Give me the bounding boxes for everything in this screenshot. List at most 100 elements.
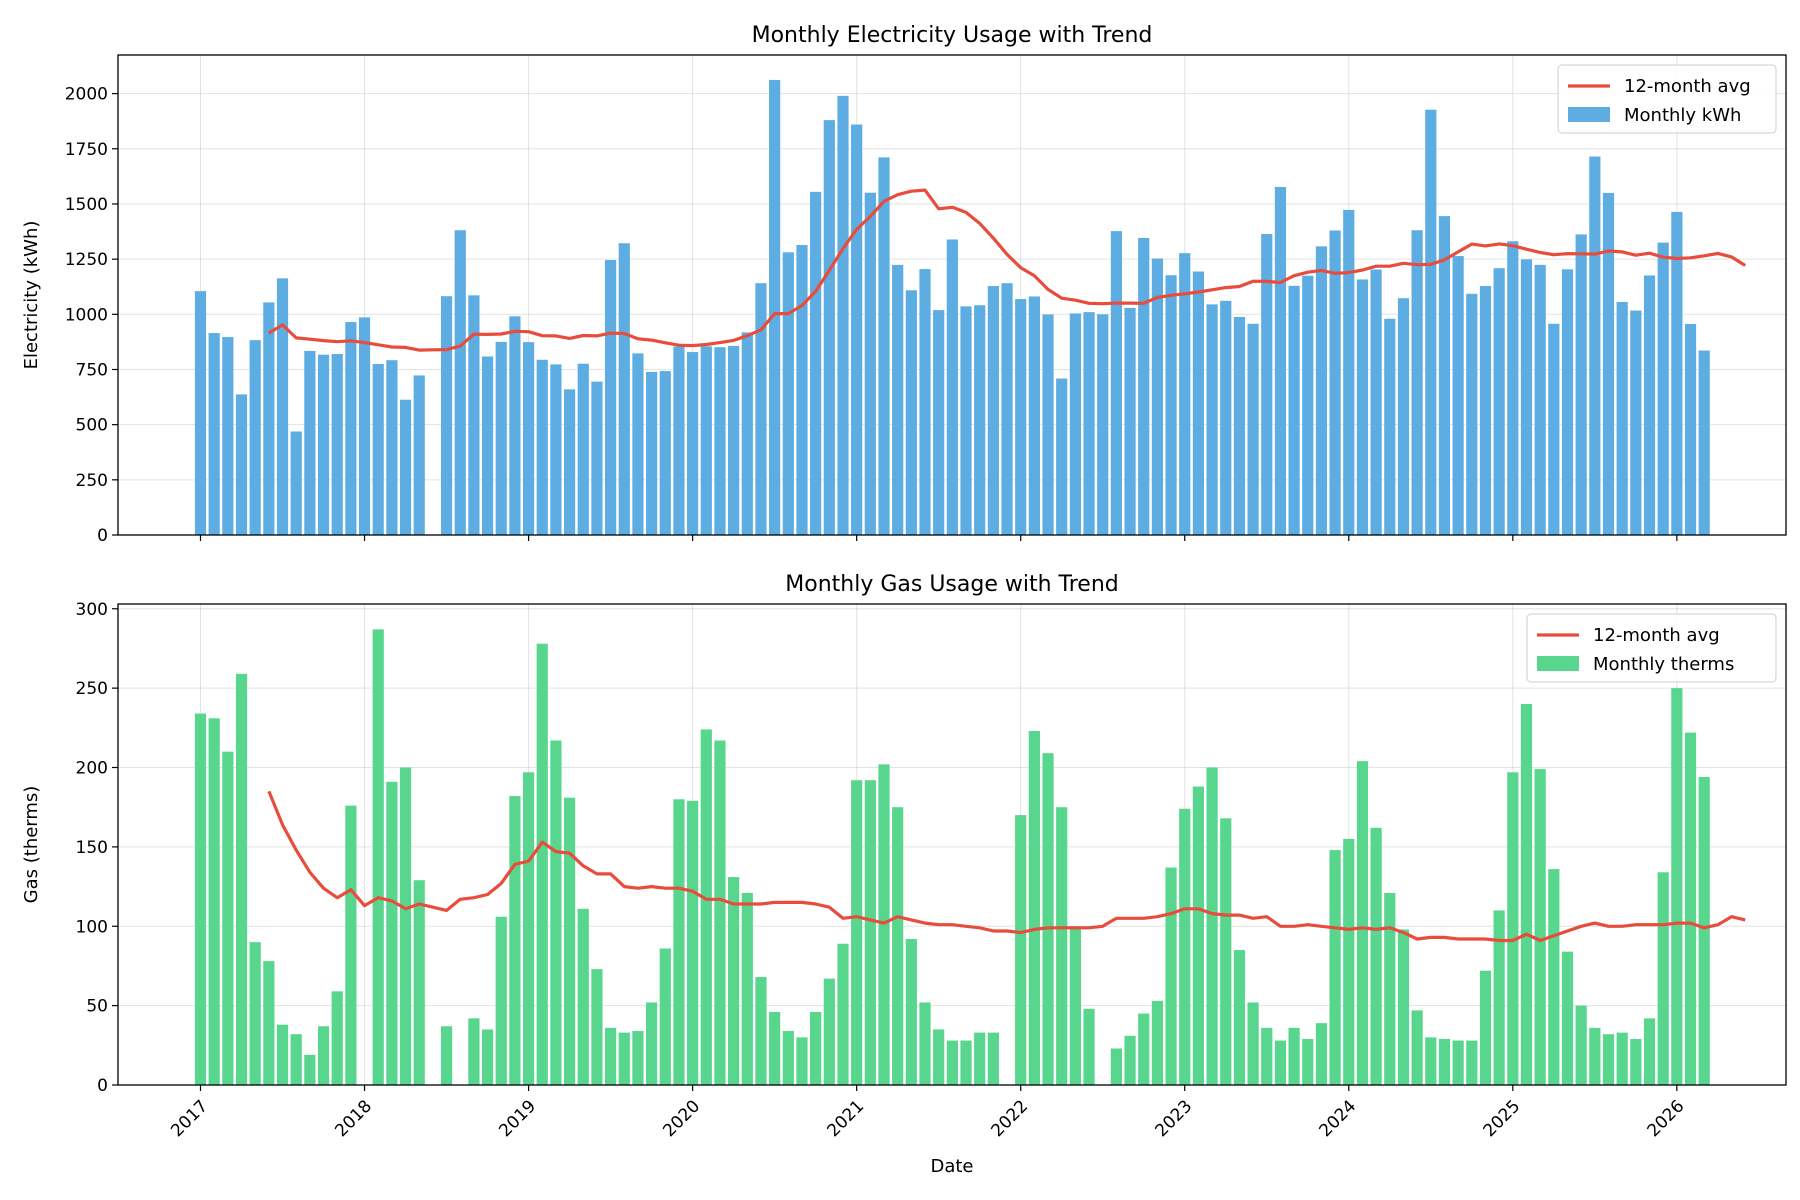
bar (878, 157, 890, 535)
bar (933, 310, 945, 535)
bar (304, 350, 316, 535)
y-tick-label: 0 (97, 526, 108, 546)
bar (769, 1011, 781, 1085)
bar (1493, 268, 1505, 535)
legend-label: 12-month avg (1624, 76, 1751, 97)
bar (1698, 777, 1710, 1085)
bar (1575, 234, 1587, 535)
bar (1001, 283, 1013, 535)
bar (851, 124, 863, 535)
bar (919, 1002, 931, 1085)
bar (1425, 109, 1437, 536)
bar (1548, 869, 1560, 1085)
bar (1110, 231, 1122, 535)
bar (522, 342, 535, 535)
bar (1015, 299, 1027, 535)
bar (987, 286, 999, 535)
bar (741, 332, 753, 535)
bar (1616, 1032, 1628, 1085)
bar (358, 317, 371, 535)
bar (577, 363, 589, 535)
bar (1561, 951, 1574, 1085)
bar (1356, 279, 1369, 535)
bar (550, 364, 562, 535)
bar (577, 908, 589, 1085)
x-tick-label: 2021 (823, 1096, 868, 1141)
bar (1288, 1027, 1300, 1085)
bar (1329, 230, 1341, 535)
bar (563, 797, 576, 1085)
bar (536, 643, 548, 1085)
bar (1329, 850, 1341, 1085)
bar (687, 800, 699, 1085)
bar (974, 1032, 986, 1085)
bar (372, 363, 384, 535)
bar (728, 345, 740, 535)
y-tick-label: 50 (86, 997, 108, 1017)
bar (509, 796, 521, 1085)
bar (659, 371, 671, 535)
y-tick-label: 200 (76, 759, 108, 779)
bar (1042, 753, 1054, 1085)
bar (851, 780, 863, 1085)
bar (741, 892, 753, 1085)
bar (1411, 1010, 1423, 1085)
bar (1138, 1013, 1150, 1085)
bar (1220, 818, 1232, 1085)
bar (413, 375, 425, 535)
legend-frame (1557, 64, 1777, 134)
bar (249, 340, 261, 535)
y-tick-label: 500 (76, 416, 108, 436)
bar (1124, 1035, 1136, 1085)
bar (864, 192, 876, 536)
bar (782, 1031, 794, 1085)
bar (1274, 1040, 1287, 1085)
bar (1370, 269, 1382, 535)
bar (1602, 1034, 1615, 1085)
bar (1493, 910, 1505, 1085)
x-tick-label: 2022 (987, 1096, 1032, 1141)
bar (440, 296, 453, 535)
bar (1671, 688, 1683, 1085)
bar (536, 359, 548, 535)
bar (946, 239, 958, 535)
bar (304, 1054, 316, 1085)
x-tick-label: 2019 (495, 1096, 540, 1141)
bar (509, 316, 521, 535)
bar (290, 1034, 302, 1085)
gas-chart: Monthly Gas Usage with Trend Gas (therms… (21, 572, 1787, 1177)
bar (1056, 378, 1068, 535)
bar (1698, 350, 1710, 535)
bar (1520, 259, 1533, 535)
bar (987, 1032, 999, 1085)
trend-line (267, 790, 1746, 943)
bar (700, 729, 712, 1085)
bar (1315, 246, 1328, 535)
bar (1302, 1038, 1314, 1085)
bar (276, 278, 289, 535)
bar (1589, 1027, 1601, 1085)
y-tick-label: 750 (76, 360, 108, 380)
x-tick-label: 2026 (1644, 1096, 1689, 1141)
bar (1561, 269, 1574, 535)
bar (714, 347, 726, 535)
bar (1069, 926, 1081, 1085)
y-axis-label: Gas (therms) (21, 786, 42, 904)
bar (1192, 271, 1205, 535)
bar (1028, 730, 1040, 1085)
bar (372, 629, 384, 1085)
bar (345, 805, 357, 1085)
bar (1438, 1038, 1451, 1085)
bar-series (194, 79, 1710, 536)
y-tick-label: 0 (97, 1076, 108, 1096)
bar (1261, 1027, 1273, 1085)
bar (659, 948, 671, 1085)
bar (1602, 192, 1615, 535)
bar (810, 191, 822, 536)
bar (1069, 313, 1081, 535)
legend-bar-swatch (1568, 107, 1610, 122)
bar (386, 360, 398, 535)
legend: 12-month avg Monthly kWh (1557, 64, 1777, 134)
bar (796, 245, 808, 535)
bar (892, 264, 904, 535)
